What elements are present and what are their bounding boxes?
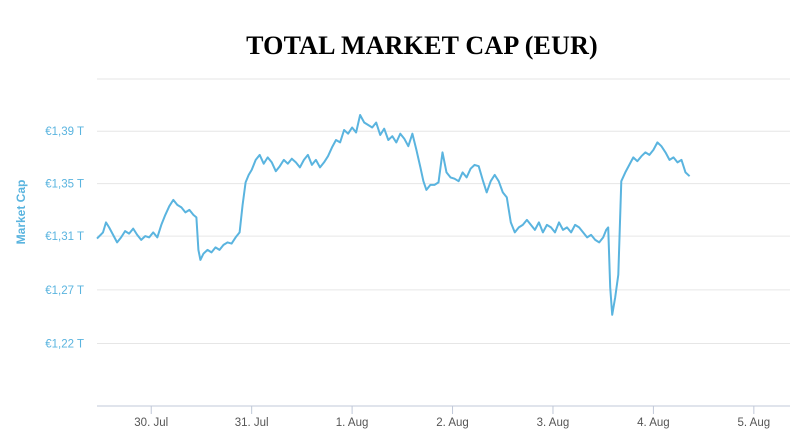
x-tick-label: 30. Jul [134,417,168,429]
chart-title: TOTAL MARKET CAP (EUR) [246,31,598,60]
x-tick-label: 3. Aug [537,417,570,429]
x-tick-label: 1. Aug [336,417,369,429]
x-tick-label: 2. Aug [436,417,469,429]
x-tick-label: 4. Aug [637,417,670,429]
y-tick-label: €1,22 T [45,339,84,351]
x-tick-label: 5. Aug [738,417,771,429]
x-axis-ticks: 30. Jul 31. Jul 1. Aug 2. Aug 3. Aug 4. Aug 5.… [134,406,770,429]
y-tick-label: €1,31 T [45,231,84,243]
grid-lines [97,78,790,345]
series-group [96,114,691,316]
x-tick-label: 31. Jul [235,417,269,429]
y-tick-label: €1,27 T [45,285,84,297]
market-cap-series-line [96,114,691,316]
y-axis-ticks: €1,22 T €1,27 T €1,31 T €1,35 T €1,39 T [45,126,84,350]
y-axis-label: Market Cap [14,180,28,245]
y-tick-label: €1,35 T [45,179,84,191]
y-tick-label: €1,39 T [45,126,84,138]
